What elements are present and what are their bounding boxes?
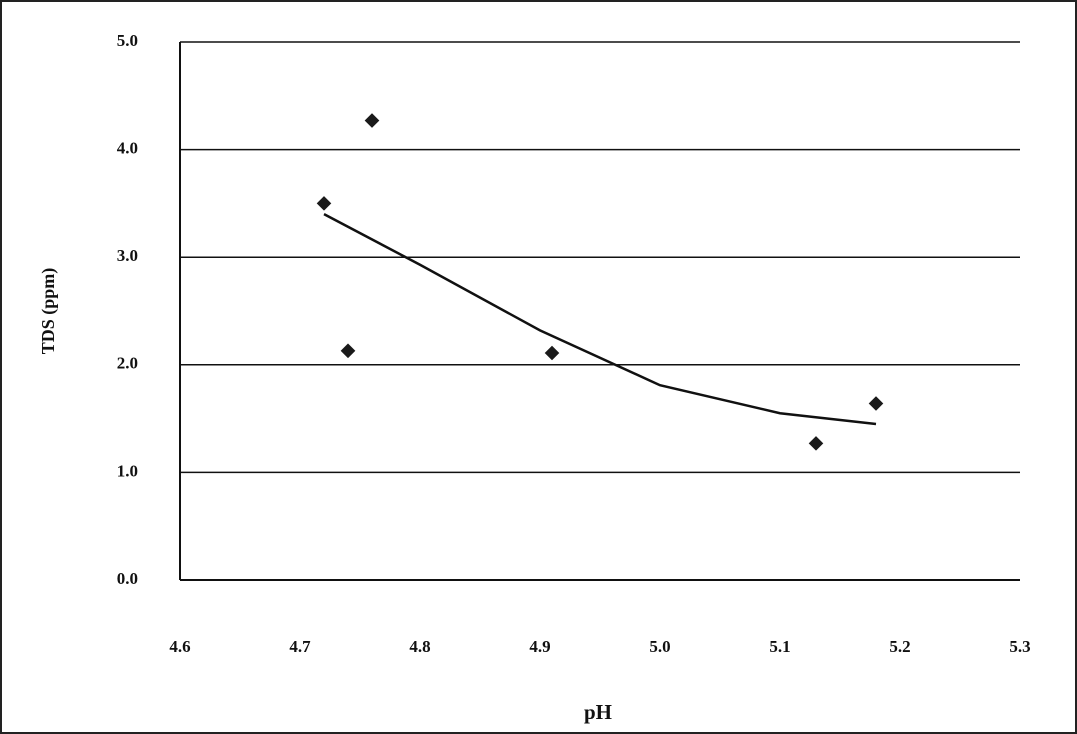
y-tick-label: 3.0 [117,246,138,265]
y-axis-label: TDS (ppm) [38,268,59,355]
point [807,434,825,453]
y-tick-label: 5.0 [117,31,138,50]
x-tick-label: 5.2 [889,637,910,656]
x-tick-label: 4.7 [289,637,311,656]
x-tick-label: 4.9 [529,637,550,656]
y-tick-label: 0.0 [117,569,138,588]
point [543,344,561,362]
x-tick-label: 4.8 [409,637,430,656]
y-tick-label: 2.0 [117,354,138,373]
point [867,394,885,413]
trendline [323,213,877,426]
point [339,342,357,360]
x-tick-label: 5.1 [769,637,790,656]
point [363,111,381,130]
point [315,194,333,213]
x-axis-label: pH [584,700,612,724]
y-tick-label: 1.0 [117,461,138,480]
x-tick-label: 5.3 [1009,637,1030,656]
y-tick-label: 4.0 [117,139,138,158]
x-tick-label: 4.6 [169,637,190,656]
x-tick-label: 5.0 [649,637,670,656]
